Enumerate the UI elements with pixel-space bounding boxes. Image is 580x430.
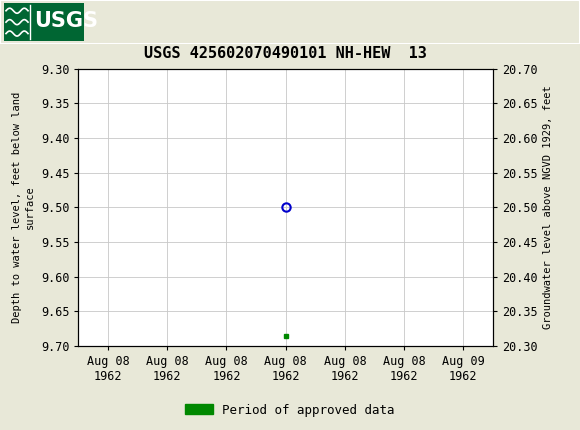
Title: USGS 425602070490101 NH-HEW  13: USGS 425602070490101 NH-HEW 13 bbox=[144, 46, 427, 61]
Legend: Period of approved data: Period of approved data bbox=[180, 399, 400, 421]
Bar bbox=[4, 3, 84, 41]
Y-axis label: Depth to water level, feet below land
surface: Depth to water level, feet below land su… bbox=[12, 92, 35, 323]
Y-axis label: Groundwater level above NGVD 1929, feet: Groundwater level above NGVD 1929, feet bbox=[543, 86, 553, 329]
Text: USGS: USGS bbox=[34, 11, 98, 31]
